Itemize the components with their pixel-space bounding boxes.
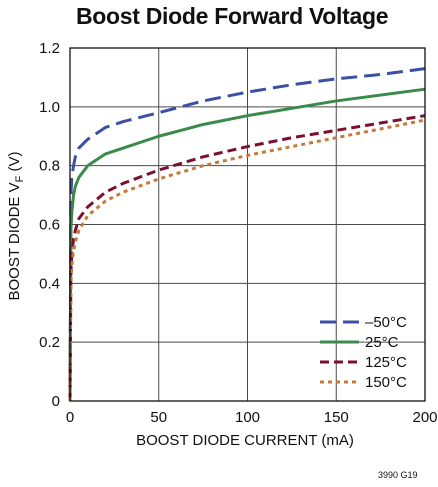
y-tick-label: 0: [52, 393, 60, 410]
x-tick-labels: 0 50 100 150 200: [66, 409, 438, 426]
y-tick-label: 0.6: [39, 217, 60, 234]
legend-label: 25°C: [365, 334, 399, 351]
x-tick-label: 150: [324, 409, 349, 426]
chart-title: Boost Diode Forward Voltage: [76, 3, 389, 29]
series-line: [68, 87, 426, 402]
y-axis-label-subscript: F: [14, 175, 26, 182]
series-line: [68, 114, 426, 402]
x-tick-label: 50: [150, 409, 167, 426]
y-axis-label-unit: (V): [6, 152, 23, 176]
y-tick-label: 0.4: [39, 275, 60, 292]
x-tick-label: 0: [66, 409, 74, 426]
plot-border: [69, 47, 426, 402]
legend-label: –50°C: [365, 314, 407, 331]
y-axis-label: BOOST DIODE VF (V): [6, 152, 26, 301]
y-tick-labels: 0 0.2 0.4 0.6 0.8 1.0 1.2: [39, 40, 60, 410]
y-tick-label: 0.8: [39, 158, 60, 175]
y-tick-label: 1.0: [39, 99, 60, 116]
x-axis-label: BOOST DIODE CURRENT (mA): [136, 432, 354, 449]
x-tick-label: 200: [412, 409, 437, 426]
figure-id: 3990 G19: [378, 470, 418, 480]
grid: [70, 48, 425, 401]
series-lines: [68, 67, 426, 402]
legend-label: 150°C: [365, 374, 407, 391]
y-axis-label-main: BOOST DIODE V: [6, 182, 23, 300]
x-tick-label: 100: [235, 409, 260, 426]
y-tick-label: 1.2: [39, 40, 60, 57]
legend-label: 125°C: [365, 354, 407, 371]
legend: –50°C 25°C 125°C 150°C: [320, 314, 407, 391]
y-tick-label: 0.2: [39, 334, 60, 351]
